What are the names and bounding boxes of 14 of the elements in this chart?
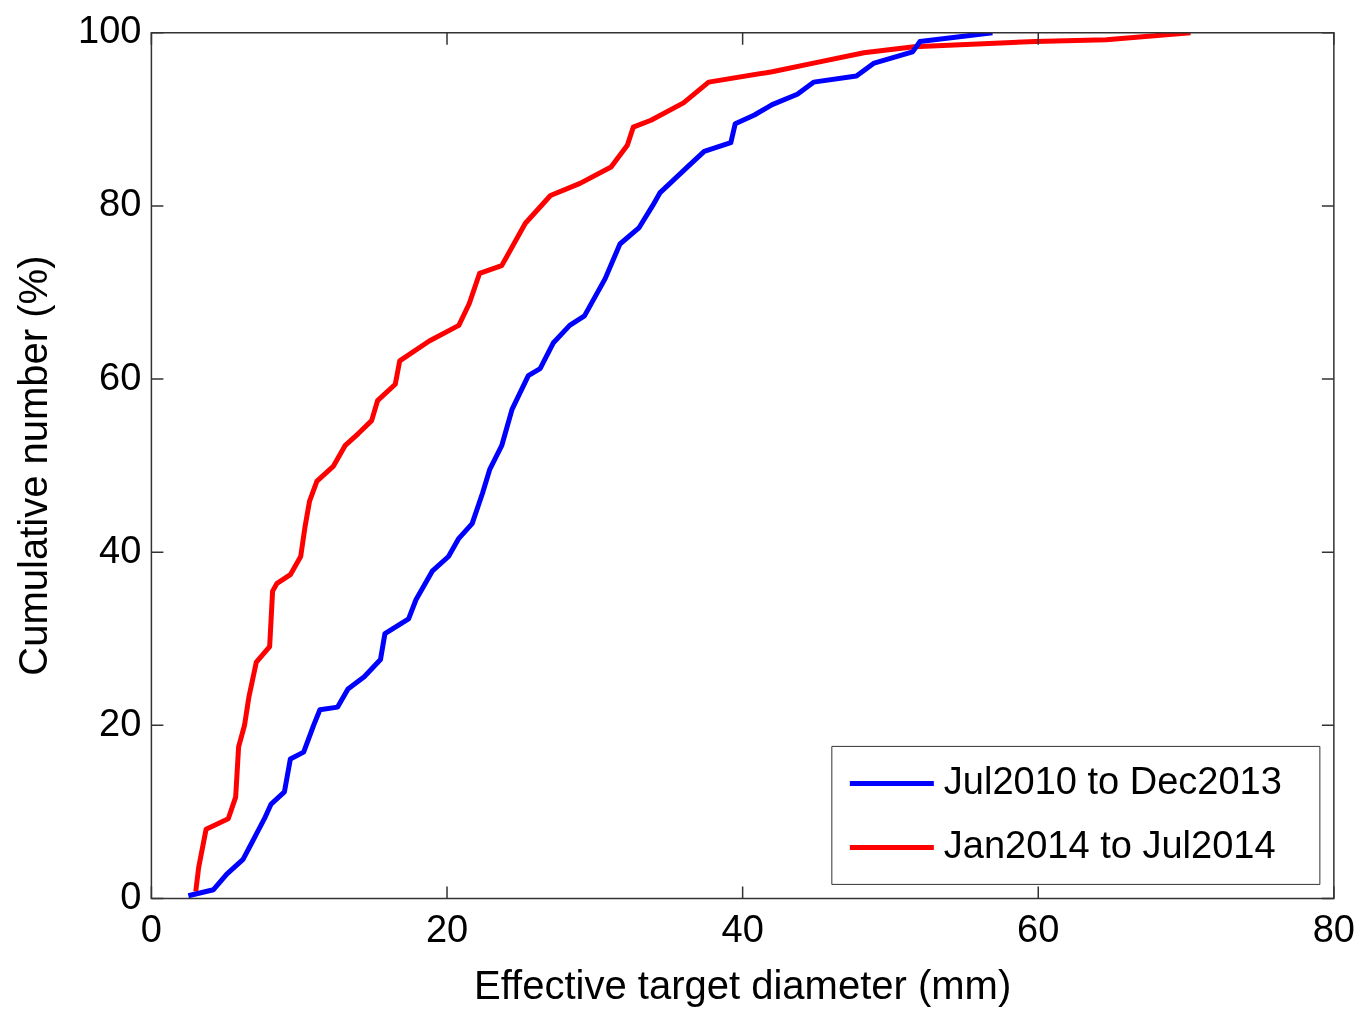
- x-tick-label: 40: [721, 907, 764, 950]
- x-tick-label: 60: [1017, 907, 1060, 950]
- y-tick-label: 80: [99, 182, 142, 225]
- legend-label: Jul2010 to Dec2013: [943, 759, 1282, 802]
- y-axis-title: Cumulative number (%): [11, 255, 56, 676]
- y-tick-label: 20: [99, 701, 142, 744]
- y-tick-label: 0: [120, 874, 142, 917]
- y-tick-label: 100: [78, 9, 142, 52]
- y-tick-label: 40: [99, 528, 142, 571]
- x-axis-title: Effective target diameter (mm): [474, 963, 1012, 1008]
- x-tick-label: 80: [1312, 907, 1356, 950]
- legend-label: Jan2014 to Jul2014: [943, 823, 1276, 866]
- x-tick-label: 20: [425, 907, 469, 950]
- y-tick-label: 60: [99, 355, 142, 398]
